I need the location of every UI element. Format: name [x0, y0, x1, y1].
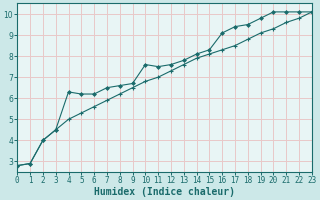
X-axis label: Humidex (Indice chaleur): Humidex (Indice chaleur) — [94, 186, 235, 197]
